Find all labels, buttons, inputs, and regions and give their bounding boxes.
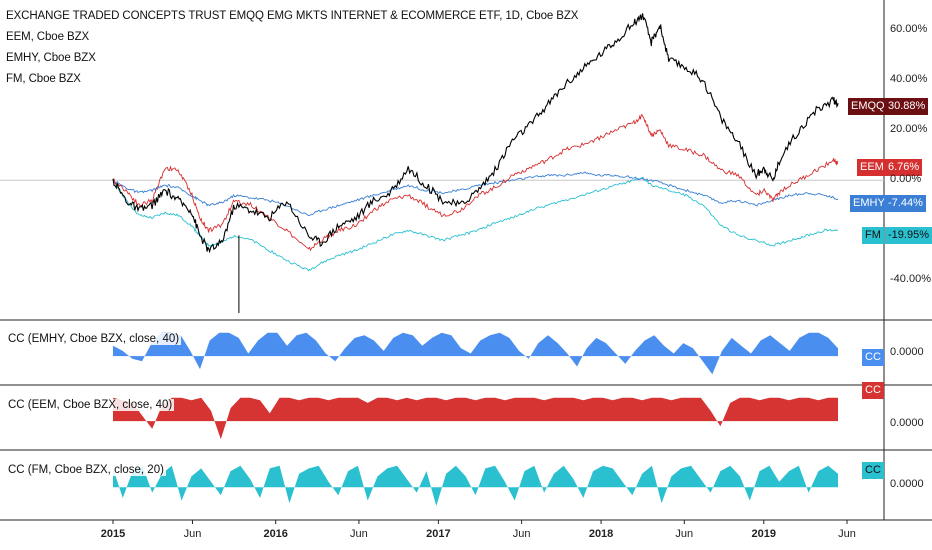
cc-eem-zero-tick: 0.0000 [890, 417, 924, 429]
cc-area-1 [113, 397, 838, 440]
main-title: EXCHANGE TRADED CONCEPTS TRUST EMQQ EMG … [6, 10, 579, 22]
overlay-emhy: EMHY, Cboe BZX [6, 52, 96, 64]
tag-fm-value: -19.95% [885, 227, 932, 244]
series-line-emqq [112, 13, 839, 254]
tag-emhy-value: -7.44% [885, 195, 926, 212]
tag-cc-fm: CC [862, 462, 884, 479]
tag-eem-name: EEM [857, 159, 887, 176]
series-line-emhy [112, 171, 839, 217]
cc-emhy-title: CC (EMHY, Cboe BZX, close, 40) [6, 333, 182, 345]
x-tick-label: 2015 [100, 528, 126, 540]
tag-emqq-name: EMQQ [848, 98, 888, 115]
y-tick-label: -40.00% [890, 273, 931, 286]
cc-fm-zero-tick: 0.0000 [890, 478, 924, 490]
tag-eem-value: 6.76% [885, 159, 923, 176]
series-line-eem [112, 113, 839, 252]
x-tick-label: 2016 [263, 528, 288, 540]
x-tick-label: Jun [512, 528, 531, 540]
x-tick-label: Jun [350, 528, 368, 540]
x-tick-label: 2019 [751, 528, 776, 540]
cc-eem-title: CC (EEM, Cboe BZX, close, 40) [6, 399, 175, 411]
tag-emhy-name: EMHY [850, 195, 888, 212]
cc-area-0 [113, 332, 838, 375]
x-tick-label: Jun [675, 528, 694, 540]
x-tick-label: Jun [838, 528, 856, 540]
tag-cc-eem: CC [862, 382, 884, 399]
tag-emqq-value: 30.88% [885, 98, 929, 115]
cc-area-2 [113, 465, 838, 506]
x-tick-label: Jun [183, 528, 202, 540]
y-tick-label: 60.00% [890, 23, 928, 36]
y-tick-label: 20.00% [890, 123, 928, 136]
x-tick-label: 2017 [426, 528, 451, 540]
cc-emhy-zero-tick: 0.0000 [890, 346, 924, 358]
cc-fm-title: CC (FM, Cboe BZX, close, 20) [6, 464, 166, 476]
overlay-eem: EEM, Cboe BZX [6, 31, 90, 43]
overlay-fm: FM, Cboe BZX [6, 73, 81, 85]
tag-fm-name: FM [862, 227, 884, 244]
y-tick-label: 40.00% [890, 73, 928, 86]
tag-cc-emhy: CC [862, 349, 884, 366]
y-tick-label: 0.00% [890, 173, 922, 186]
x-tick-label: 2018 [588, 528, 614, 540]
